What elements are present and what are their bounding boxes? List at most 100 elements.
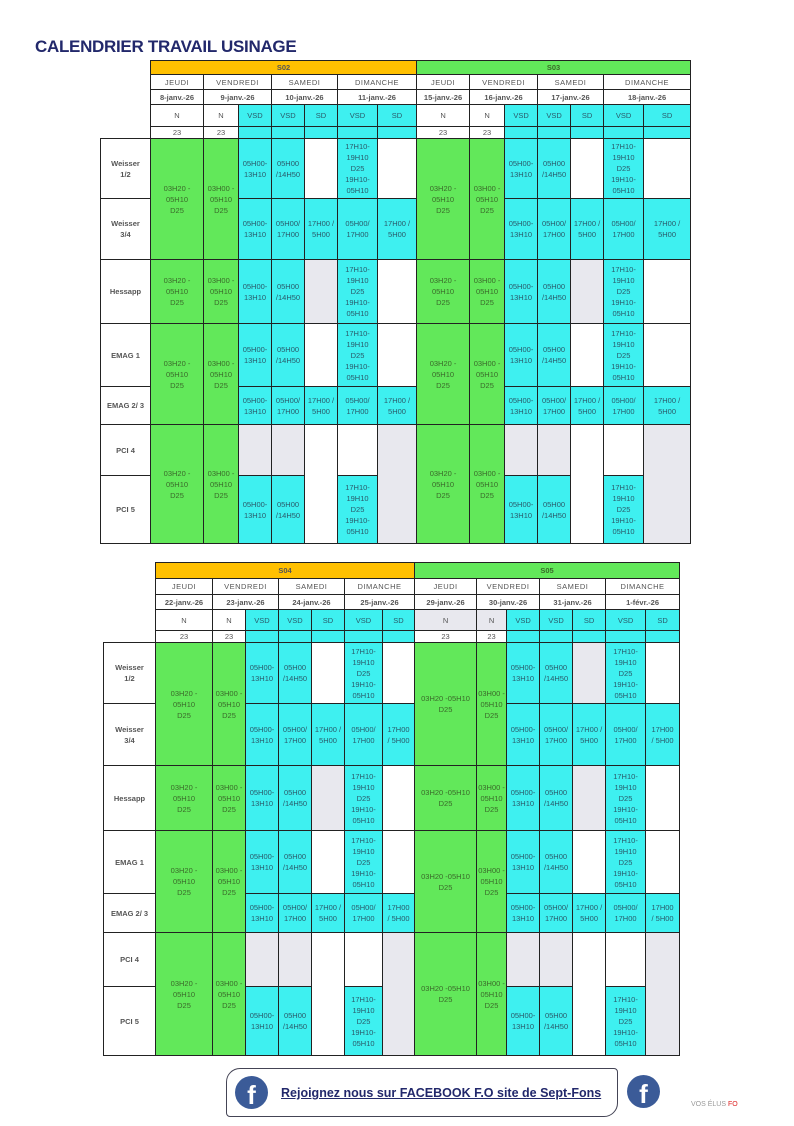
- facebook-icon[interactable]: f: [627, 1075, 660, 1109]
- shift-cell: 05H00- 13H10: [245, 642, 279, 704]
- date-header: 29-janv.-26: [414, 594, 478, 610]
- date-header: 22-janv.-26: [155, 594, 213, 610]
- shift-cell: [311, 830, 345, 894]
- shift-cell: 03H00 - 05H10 D25: [212, 932, 246, 1056]
- shift-cell: 05H00- 13H10: [506, 986, 541, 1056]
- shift-cell: 05H00- 13H10: [506, 703, 541, 766]
- week-header: S03: [416, 60, 692, 75]
- shift-cell: 17H10- 19H10 D25 19H10- 05H10: [605, 830, 647, 894]
- shift-cell: [381, 765, 416, 831]
- elus-prefix: VOS ÉLUS: [691, 1101, 728, 1108]
- shift-cell: 17H10- 19H10 D25 19H10- 05H10: [603, 475, 645, 544]
- shift-cell: [570, 323, 605, 387]
- shift-type: N: [476, 609, 508, 631]
- day-header: DIMANCHE: [603, 74, 692, 90]
- shift-cell: 17H10- 19H10 D25 19H10- 05H10: [344, 830, 383, 894]
- facebook-banner[interactable]: f Rejoignez nous sur FACEBOOK F.O site d…: [226, 1068, 660, 1117]
- day-header: DIMANCHE: [343, 578, 416, 595]
- shift-cell: 05H00- 13H10: [506, 642, 541, 704]
- shift-cell: 03H20 - 05H10 D25: [416, 323, 471, 425]
- shift-cell: [238, 424, 272, 476]
- shift-cell: 05H00/ 17H00: [337, 198, 378, 260]
- table-row: EMAG 1 03H20 - 05H10 D25 03H00 - 05H10 D25…: [100, 323, 692, 425]
- shift-cell: 03H00 - 05H10 D25: [476, 642, 508, 766]
- date-header: 15-janv.-26: [416, 89, 471, 105]
- day-header: VENDREDI: [212, 578, 279, 595]
- shift-cell: [381, 932, 416, 1056]
- shift-cell: 05H00- 13H10: [238, 138, 272, 199]
- shift-cell: 05H00- 13H10: [504, 138, 539, 199]
- shift-type: VSD: [603, 104, 645, 127]
- day-header: VENDREDI: [469, 74, 539, 90]
- table-row: EMAG 2/ 3 05H00- 13H10 05H00/ 17H00 17H00 /…: [100, 386, 692, 425]
- headcount: [337, 126, 378, 139]
- shift-cell: 05H00 /14H50: [278, 642, 312, 704]
- shift-cell: 05H00/ 17H00: [271, 198, 305, 260]
- shift-cell: 05H00- 13H10: [238, 259, 272, 324]
- shift-cell: 03H00 - 05H10 D25: [476, 932, 508, 1056]
- shift-cell: 05H00 /14H50: [271, 138, 305, 199]
- date-header: 10-janv.-26: [271, 89, 338, 105]
- shift-cell: 05H00/ 17H00: [605, 893, 647, 933]
- table-row: Weisser 3/4 05H00- 13H10 05H00/ 17H00 17H00…: [103, 703, 681, 766]
- shift-cell: 17H00 / 5H00: [643, 198, 692, 260]
- shift-cell: [344, 932, 383, 987]
- day-header: SAMEDI: [537, 74, 605, 90]
- shift-cell: 05H00- 13H10: [245, 703, 279, 766]
- shift-cell: 05H00- 13H10: [504, 259, 539, 324]
- shift-cell: 17H00 / 5H00: [381, 703, 416, 766]
- date-header: 23-janv.-26: [212, 594, 279, 610]
- table-row: EMAG 2/ 3 05H00- 13H10 05H00/ 17H00 17H00 /…: [103, 893, 681, 933]
- machine-label: PCI 5: [100, 475, 151, 544]
- shift-type: N: [150, 104, 204, 127]
- shift-cell: 05H00- 13H10: [506, 765, 541, 831]
- shift-cell: [304, 323, 338, 387]
- headcount: [506, 630, 541, 643]
- shift-cell: 05H00 /14H50: [539, 642, 574, 704]
- machine-label: EMAG 1: [103, 830, 156, 894]
- shift-cell: 05H00/ 17H00: [344, 893, 383, 933]
- shift-cell: 05H00 /14H50: [539, 986, 574, 1056]
- shift-cell: 03H00 - 05H10 D25: [476, 765, 508, 831]
- shift-cell: 05H00 /14H50: [537, 138, 572, 199]
- shift-cell: 05H00/ 17H00: [605, 703, 647, 766]
- shift-cell: 17H00 / 5H00: [311, 893, 345, 933]
- facebook-link[interactable]: Rejoignez nous sur FACEBOOK F.O site de …: [281, 1086, 602, 1100]
- machine-label: EMAG 1: [100, 323, 151, 387]
- shift-cell: 03H20 - 05H10 D25: [155, 765, 213, 831]
- shift-cell: 03H00 - 05H10 D25: [469, 259, 506, 324]
- shift-cell: 17H00 / 5H00: [645, 893, 681, 933]
- shift-type: N: [155, 609, 213, 631]
- shift-cell: [572, 765, 607, 831]
- shift-cell: [278, 932, 312, 987]
- shift-type: SD: [643, 104, 692, 127]
- table-row: PCI 5 05H00- 13H10 05H00 /14H50 17H10- 19H1…: [103, 986, 680, 1056]
- facebook-icon[interactable]: f: [235, 1076, 268, 1110]
- shift-cell: [643, 259, 692, 324]
- machine-label: Weisser 3/4: [100, 198, 151, 260]
- shift-cell: 17H10- 19H10 D25 19H10- 05H10: [337, 138, 378, 199]
- shift-cell: [304, 259, 338, 324]
- shift-cell: 05H00/ 17H00: [278, 703, 312, 766]
- shift-cell: [311, 765, 345, 831]
- shift-cell: 03H00 - 05H10 D25: [469, 424, 506, 544]
- shift-type: SD: [381, 609, 416, 631]
- shift-cell: 03H20 - 05H10 D25: [155, 830, 213, 933]
- shift-cell: 17H10- 19H10 D25 19H10- 05H10: [337, 323, 378, 387]
- shift-type: VSD: [605, 609, 647, 631]
- shift-type: SD: [645, 609, 681, 631]
- shift-cell: 05H00- 13H10: [245, 893, 279, 933]
- shift-cell: 17H00 / 5H00: [645, 703, 681, 766]
- day-header: JEUDI: [416, 74, 471, 90]
- shift-cell: 05H00- 13H10: [504, 198, 539, 260]
- shift-cell: [570, 259, 605, 324]
- headcount: 23: [212, 630, 246, 643]
- shift-cell: 17H10- 19H10 D25 19H10- 05H10: [603, 259, 645, 324]
- shift-cell: 05H00/ 17H00: [271, 386, 305, 425]
- shift-cell: [376, 259, 418, 324]
- shift-cell: [376, 424, 418, 544]
- shift-cell: [245, 932, 279, 987]
- shift-cell: 05H00/ 17H00: [603, 386, 645, 425]
- machine-label: Hessapp: [100, 259, 151, 324]
- shift-cell: 05H00 /14H50: [271, 323, 305, 387]
